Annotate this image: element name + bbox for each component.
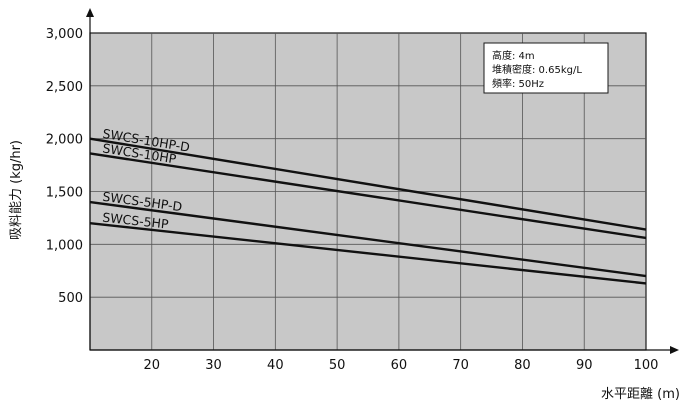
- series-line: [89, 152, 647, 240]
- series-line: [89, 137, 647, 231]
- annotation-line-1: 高度: 4m: [492, 49, 535, 62]
- x-tick-label: 20: [144, 358, 161, 373]
- annotation-line-3: 頻率: 50Hz: [492, 77, 544, 90]
- axes: [86, 8, 679, 354]
- x-tick-label: 100: [634, 358, 659, 373]
- tick-labels: 20 30 40 50 60 70 80 90 100 500 1,000 1,500 2,000 2,5…: [46, 27, 659, 373]
- x-tick-label: 30: [205, 358, 222, 373]
- x-tick-label: 80: [514, 358, 531, 373]
- y-axis-label: 吸料能力 (kg/hr): [9, 140, 24, 240]
- x-tick-label: 90: [576, 358, 593, 373]
- x-tick-label: 60: [391, 358, 408, 373]
- x-axis-arrow: [670, 346, 679, 354]
- x-tick-label: 40: [267, 358, 284, 373]
- annotation-line-2: 堆積密度: 0.65kg/L: [492, 63, 582, 76]
- y-tick-label: 1,500: [46, 186, 83, 201]
- series-line: [89, 222, 647, 285]
- y-tick-label: 500: [58, 291, 83, 306]
- y-tick-label: 2,000: [46, 133, 83, 148]
- y-tick-label: 2,500: [46, 80, 83, 95]
- series-line: [89, 200, 647, 278]
- x-tick-label: 50: [329, 358, 346, 373]
- annotation-box: 高度: 4m 堆積密度: 0.65kg/L 頻率: 50Hz: [483, 42, 609, 94]
- grid: [90, 33, 646, 350]
- y-tick-label: 1,000: [46, 238, 83, 253]
- series-label: SWCS-5HP: [102, 210, 170, 232]
- series-lines: [89, 137, 647, 285]
- x-tick-label: 70: [452, 358, 469, 373]
- y-tick-label: 3,000: [46, 27, 83, 42]
- x-axis-label: 水平距離 (m): [601, 387, 680, 402]
- y-axis-arrow: [86, 8, 94, 17]
